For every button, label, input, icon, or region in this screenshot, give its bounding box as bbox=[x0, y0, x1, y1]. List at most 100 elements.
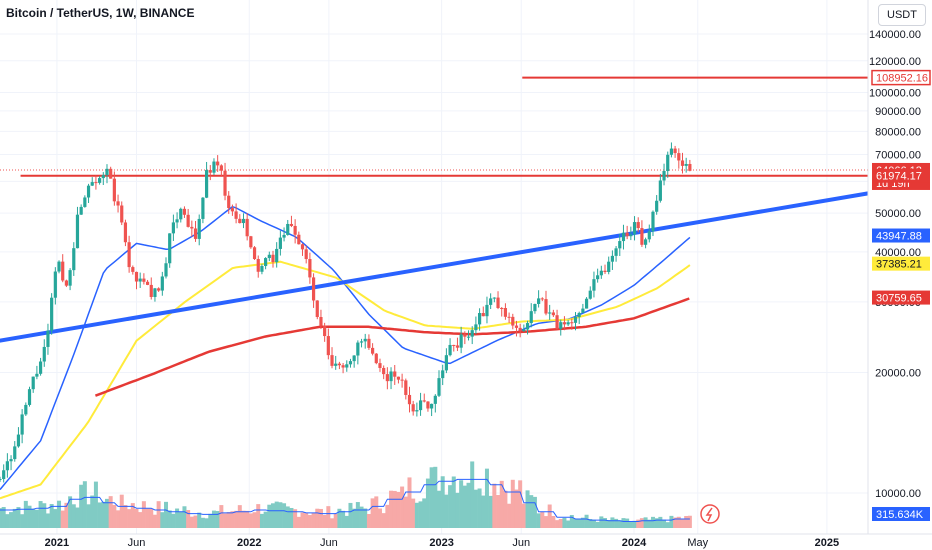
candle-body bbox=[352, 355, 356, 362]
candle-body bbox=[570, 322, 574, 324]
candle-body bbox=[562, 322, 567, 325]
volume-bar bbox=[60, 510, 65, 528]
x-tick-label: 2022 bbox=[237, 537, 261, 549]
candle-body bbox=[271, 254, 275, 263]
volume-bar bbox=[175, 508, 180, 528]
candle-body bbox=[433, 395, 437, 404]
candle-body bbox=[86, 185, 91, 198]
candle-body bbox=[234, 211, 238, 219]
candle-body bbox=[94, 182, 98, 184]
price-label-bg bbox=[872, 228, 930, 243]
candle-body bbox=[42, 346, 46, 362]
currency-button[interactable]: USDT bbox=[878, 4, 926, 26]
candle-body bbox=[610, 255, 614, 262]
candle-body bbox=[581, 308, 585, 313]
volume-bar bbox=[580, 517, 585, 528]
volume-bar bbox=[256, 504, 261, 528]
candle-body bbox=[662, 171, 666, 181]
volume-bar bbox=[654, 518, 659, 528]
candle-body bbox=[551, 312, 555, 316]
volume-bar bbox=[591, 519, 596, 528]
volume-bar bbox=[82, 481, 87, 528]
volume-bar bbox=[293, 509, 298, 528]
volume-bar bbox=[621, 518, 626, 528]
volume-bar bbox=[152, 514, 157, 528]
candle-body bbox=[363, 338, 367, 342]
candle-body bbox=[27, 389, 32, 405]
y-tick-label: 90000.00 bbox=[875, 106, 921, 118]
candle-body bbox=[260, 266, 264, 272]
volume-bar bbox=[510, 479, 515, 528]
tv-logo-ring bbox=[700, 504, 720, 524]
candle-body bbox=[145, 281, 150, 285]
candle-body bbox=[407, 394, 412, 405]
candle-body bbox=[492, 297, 496, 299]
candle-body bbox=[160, 276, 164, 291]
candle-body bbox=[112, 178, 116, 202]
candle-body bbox=[503, 308, 508, 317]
volume-bar bbox=[348, 502, 353, 528]
volume-bar bbox=[178, 511, 183, 528]
candle-body bbox=[437, 378, 441, 396]
volume-bar bbox=[42, 503, 47, 528]
candle-body bbox=[79, 206, 83, 215]
volume-bar bbox=[588, 519, 593, 528]
volume-bar bbox=[555, 520, 560, 528]
volume-bar bbox=[315, 508, 320, 528]
volume-bar bbox=[499, 480, 504, 528]
volume-bar bbox=[230, 511, 235, 528]
candle-body bbox=[38, 361, 43, 374]
volume-bar bbox=[300, 512, 305, 528]
volume-bar bbox=[289, 507, 294, 528]
candle-body bbox=[337, 363, 342, 366]
volume-bar bbox=[16, 507, 21, 528]
volume-bar bbox=[473, 489, 478, 528]
candle-body bbox=[496, 297, 500, 308]
candle-body bbox=[35, 373, 39, 377]
volume-bar bbox=[34, 509, 39, 528]
candle-body bbox=[629, 234, 633, 237]
candle-body bbox=[186, 214, 190, 227]
volume-bar bbox=[484, 468, 489, 528]
candle-body bbox=[422, 400, 426, 402]
volume-bar bbox=[440, 476, 445, 528]
volume-bar bbox=[625, 518, 630, 528]
candle-body bbox=[230, 208, 235, 212]
candle-body bbox=[5, 461, 9, 471]
candle-body bbox=[286, 223, 290, 235]
candle-body bbox=[208, 170, 212, 173]
y-tick-label: 120000.00 bbox=[869, 56, 921, 68]
volume-bar bbox=[278, 502, 283, 528]
volume-bar bbox=[470, 461, 475, 528]
volume-bar bbox=[171, 513, 176, 528]
candle-body bbox=[72, 248, 76, 271]
candle-body bbox=[341, 365, 345, 368]
candle-body bbox=[348, 361, 353, 365]
candle-body bbox=[157, 288, 161, 291]
volume-bar bbox=[536, 513, 541, 528]
tv-logo-icon bbox=[700, 504, 720, 524]
candle-body bbox=[323, 325, 327, 337]
volume-bar bbox=[237, 505, 242, 528]
price-label: 108952.16 bbox=[871, 69, 931, 86]
candle-body bbox=[584, 298, 589, 309]
candle-body bbox=[511, 316, 515, 326]
volume-bar bbox=[595, 521, 600, 528]
volume-bar bbox=[282, 503, 287, 528]
x-tick-label: 2023 bbox=[429, 537, 453, 549]
volume-bar bbox=[543, 516, 548, 528]
candle-body bbox=[529, 311, 533, 324]
volume-bar bbox=[381, 513, 386, 528]
candle-body bbox=[190, 226, 194, 229]
volume-bar bbox=[392, 490, 397, 528]
chart-title: Bitcoin / TetherUS, 1W, BINANCE bbox=[6, 6, 195, 20]
y-tick-label: 100000.00 bbox=[869, 88, 921, 100]
volume-bar bbox=[374, 496, 379, 528]
trendline bbox=[0, 191, 869, 343]
candle-body bbox=[134, 271, 139, 282]
price-label: 43947.88 bbox=[872, 228, 930, 243]
volume-bar bbox=[477, 488, 482, 528]
volume-bar bbox=[503, 490, 508, 528]
volume-bar bbox=[23, 500, 28, 528]
